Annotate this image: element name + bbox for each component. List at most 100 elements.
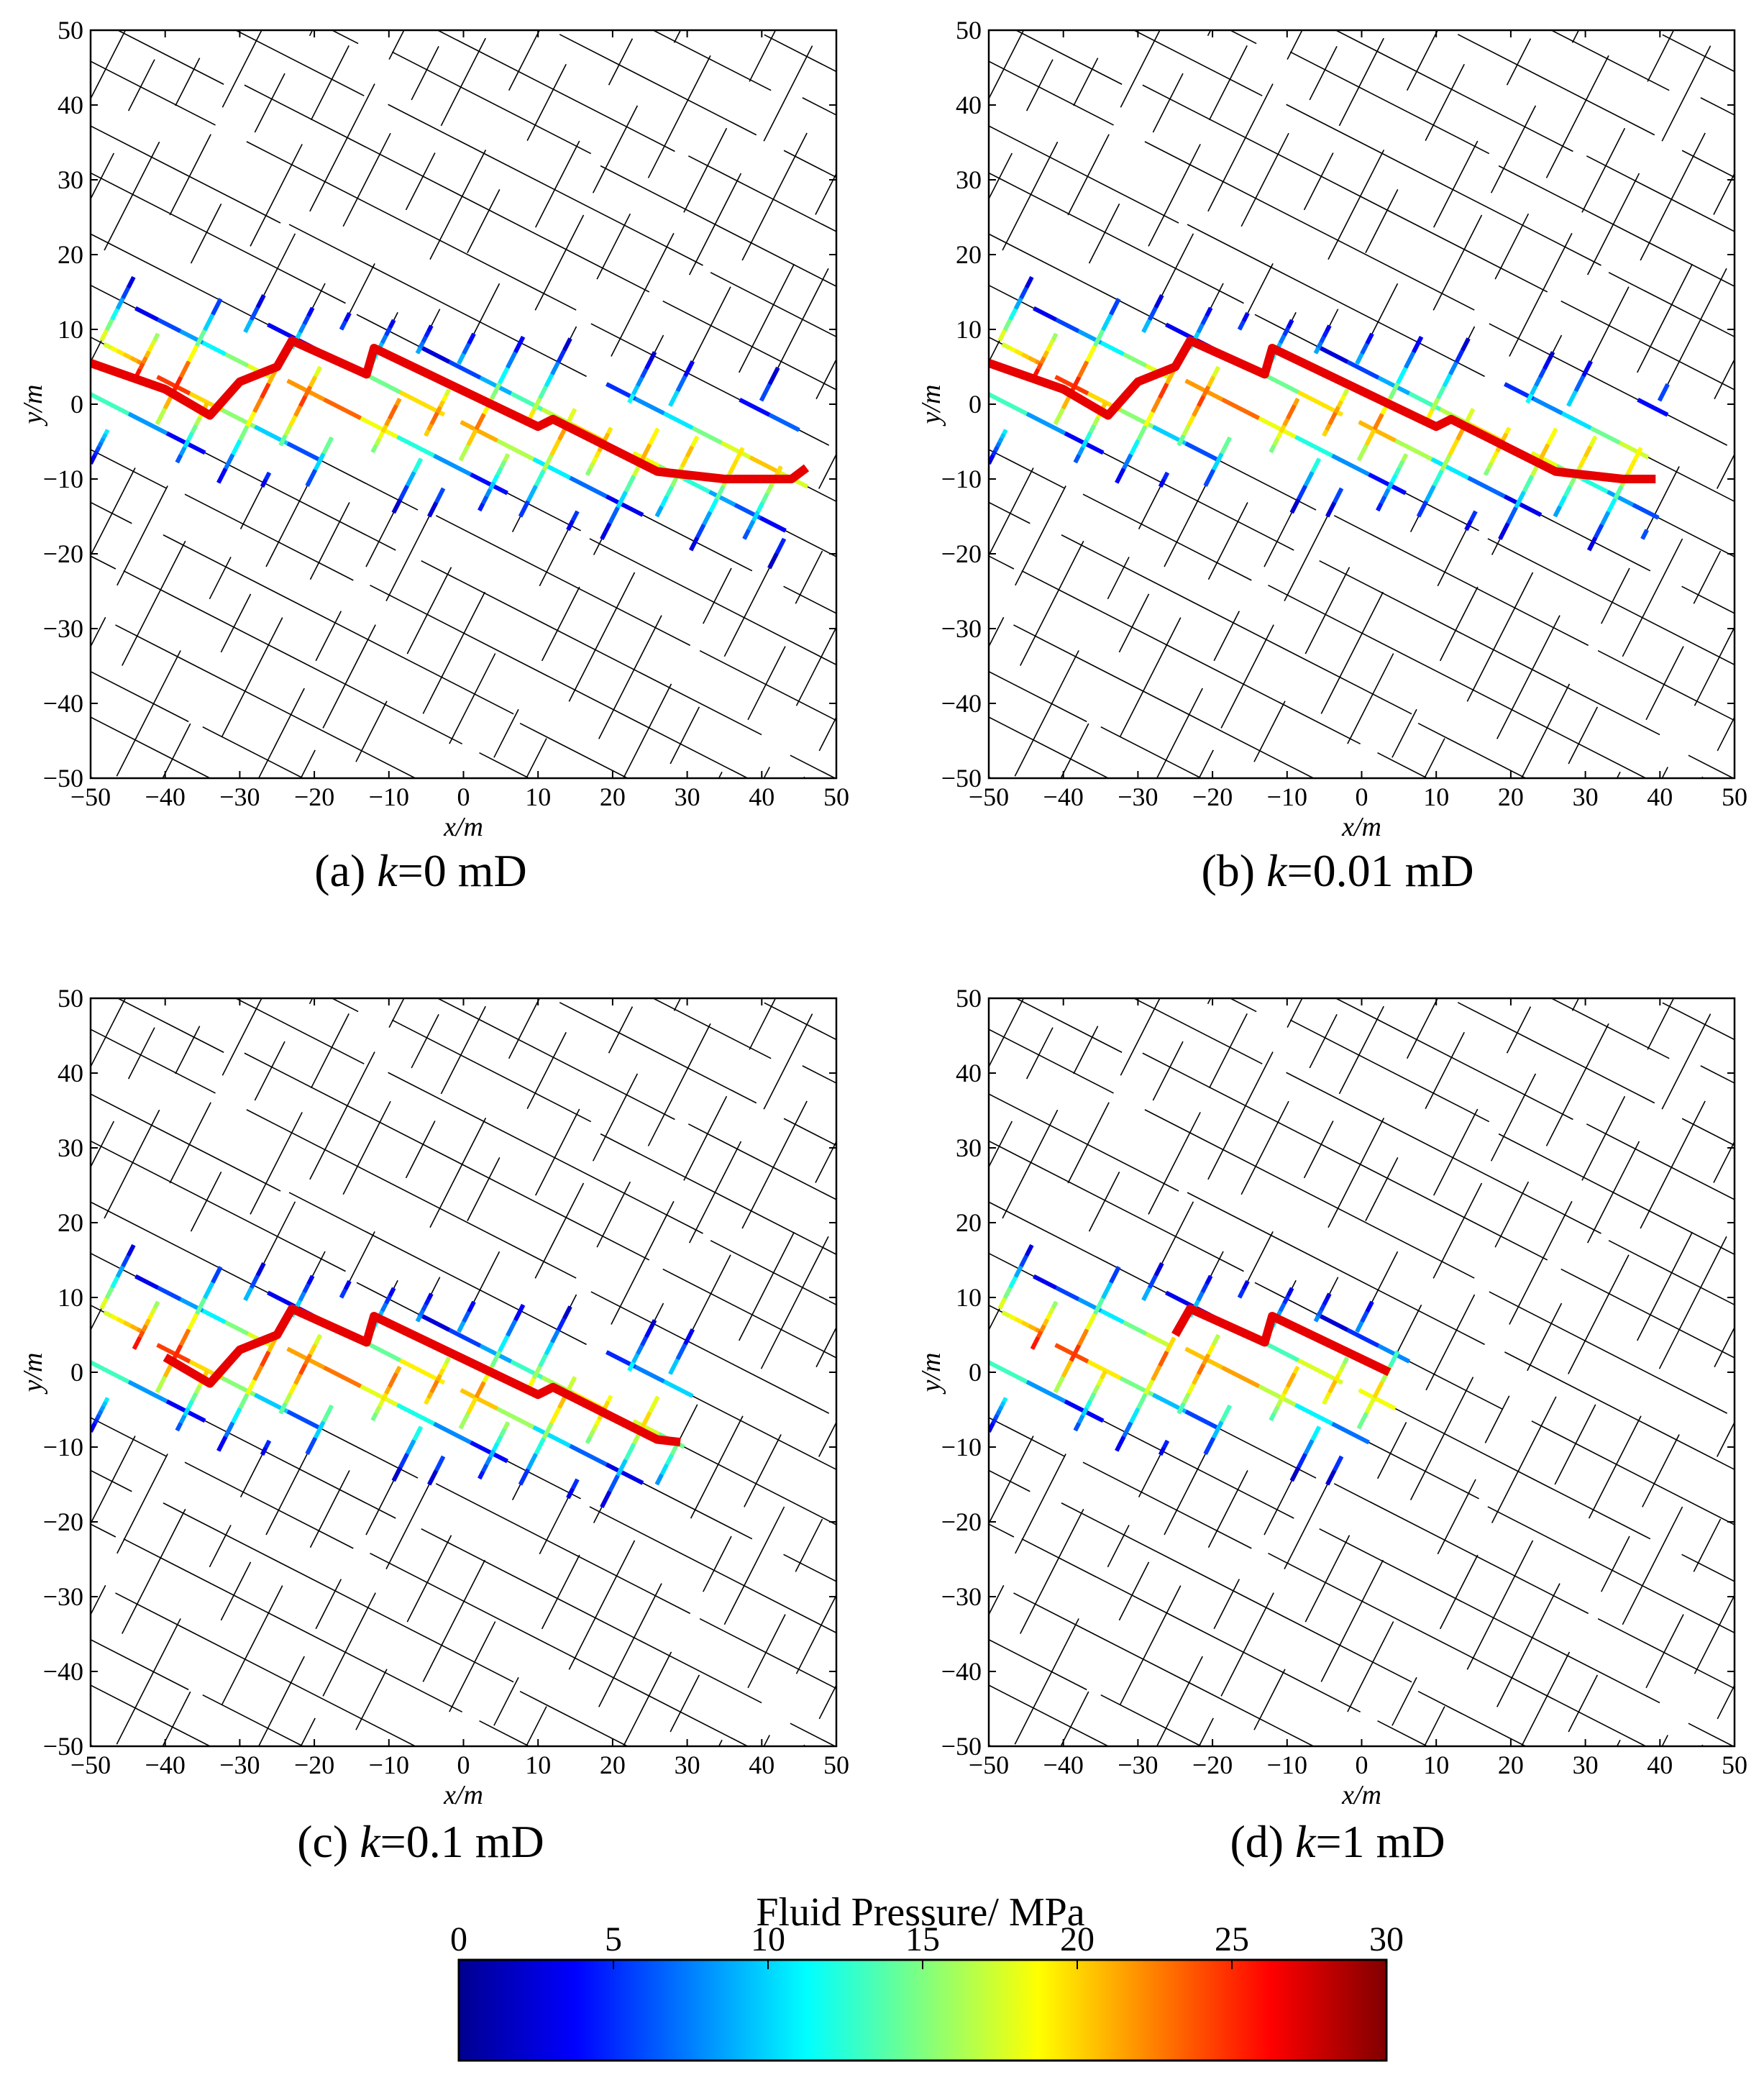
natural-fracture [116,1618,181,1745]
natural-fracture [117,30,224,85]
natural-fracture [1207,1051,1274,1180]
stimulated-segment [1201,1353,1211,1366]
stimulated-segment [1560,411,1592,430]
stimulated-segment [458,1412,470,1430]
stimulated-segment [541,1422,554,1440]
stimulated-segment [308,1343,318,1356]
stimulated-segment [1294,434,1334,458]
natural-fracture [1424,738,1445,778]
natural-fracture [493,708,519,758]
main-hydraulic-fracture [91,336,810,483]
natural-fracture [1327,1118,1385,1228]
natural-fracture [1437,1479,1476,1555]
natural-fracture [598,615,662,739]
stimulated-segment [424,429,431,437]
y-tick-label: 40 [58,91,83,119]
stimulated-segment [591,456,598,465]
panel-a: −50 −40 −30 −20 −10 0 10 20 30 40 50 50 40 30 20 10 0 −10… [18,16,849,896]
natural-fracture [1320,591,1384,714]
stimulated-segment [1002,1286,1013,1300]
stimulated-segment [1397,460,1405,470]
stimulated-segment [1013,297,1023,310]
stimulated-segment [477,502,485,512]
stimulated-segment [1014,349,1024,357]
y-tick-label: −50 [43,1732,83,1761]
stimulated-segment [1237,320,1246,331]
stimulated-segment [298,1363,308,1375]
natural-fracture [169,134,211,216]
stimulated-segment [991,1418,997,1425]
natural-fracture [1658,268,1727,401]
natural-fracture [1681,1118,1735,1146]
natural-fracture [122,1508,186,1634]
stimulated-segment [263,471,272,481]
stimulated-segment [147,345,155,352]
natural-fracture [440,37,486,127]
y-tick-label: −20 [43,1507,83,1536]
stimulated-segment [1339,394,1347,403]
stimulated-segment [562,1305,572,1320]
stimulated-segment [286,1346,326,1370]
natural-fracture [1082,1461,1252,1549]
stimulated-segment [224,1421,235,1438]
stimulated-segment [1386,481,1394,491]
stimulated-segment [1088,1392,1097,1402]
stimulated-segment [605,426,613,435]
stimulated-segment [1211,452,1224,471]
colorbar-title: Fluid Pressure/ MPa [756,1890,1084,1935]
stimulated-segment [541,454,554,472]
stimulated-segment [532,1425,572,1448]
stimulated-segment [570,1478,580,1490]
natural-fracture [1506,1006,1532,1054]
natural-fracture [1120,998,1161,1076]
stimulated-segment [1310,457,1322,473]
stimulated-segment [1092,416,1100,426]
stimulated-segment [1331,1421,1371,1445]
stimulated-segment [1258,1384,1297,1408]
stimulated-segment [377,431,385,440]
stimulated-segment [756,501,765,513]
plot-area-a [91,30,836,778]
x-tick-label: 30 [1573,783,1599,811]
natural-fracture [1015,1454,1066,1554]
stimulated-segment [1197,1363,1206,1375]
stimulated-segment [462,342,471,355]
stimulated-segment [444,388,452,397]
stimulated-fractures-b [989,275,1670,552]
x-tick-label: −20 [294,1751,334,1779]
natural-fracture [1240,132,1289,227]
natural-fracture [220,593,252,653]
natural-fracture [723,1506,785,1625]
natural-fracture [795,550,823,604]
natural-fracture [1496,615,1560,739]
stimulated-segment [498,460,507,470]
stimulated-segment [1325,1469,1337,1486]
natural-fracture [783,1118,836,1146]
natural-fracture [202,1694,303,1746]
stimulated-segment [1412,335,1424,354]
stimulated-segment [1145,1331,1170,1347]
stimulated-segment [608,506,620,524]
x-tick-label: 50 [823,1751,849,1779]
stimulated-segment [534,1437,546,1455]
natural-fracture [1333,1483,1589,1615]
stimulated-segment [186,1400,194,1410]
stimulated-segment [1084,345,1097,362]
stimulated-segment [636,376,644,387]
stimulated-segment [286,441,321,462]
stimulated-segment [157,1285,182,1302]
stimulated-segment [1036,362,1043,370]
y-tick-label: 10 [956,1283,982,1312]
stimulated-segment [444,1356,452,1365]
stimulated-segment [303,1353,313,1366]
stimulated-segment [1285,411,1294,420]
stimulated-segment [178,1414,187,1424]
stimulated-segment [1388,1350,1400,1368]
stimulated-segment [360,416,399,439]
stimulated-segment [544,1341,554,1356]
stimulated-segment [224,1320,249,1336]
natural-fracture [1571,998,1580,1011]
stimulated-segment [1055,317,1080,334]
natural-fracture [534,1182,585,1279]
natural-fracture [162,1691,191,1746]
